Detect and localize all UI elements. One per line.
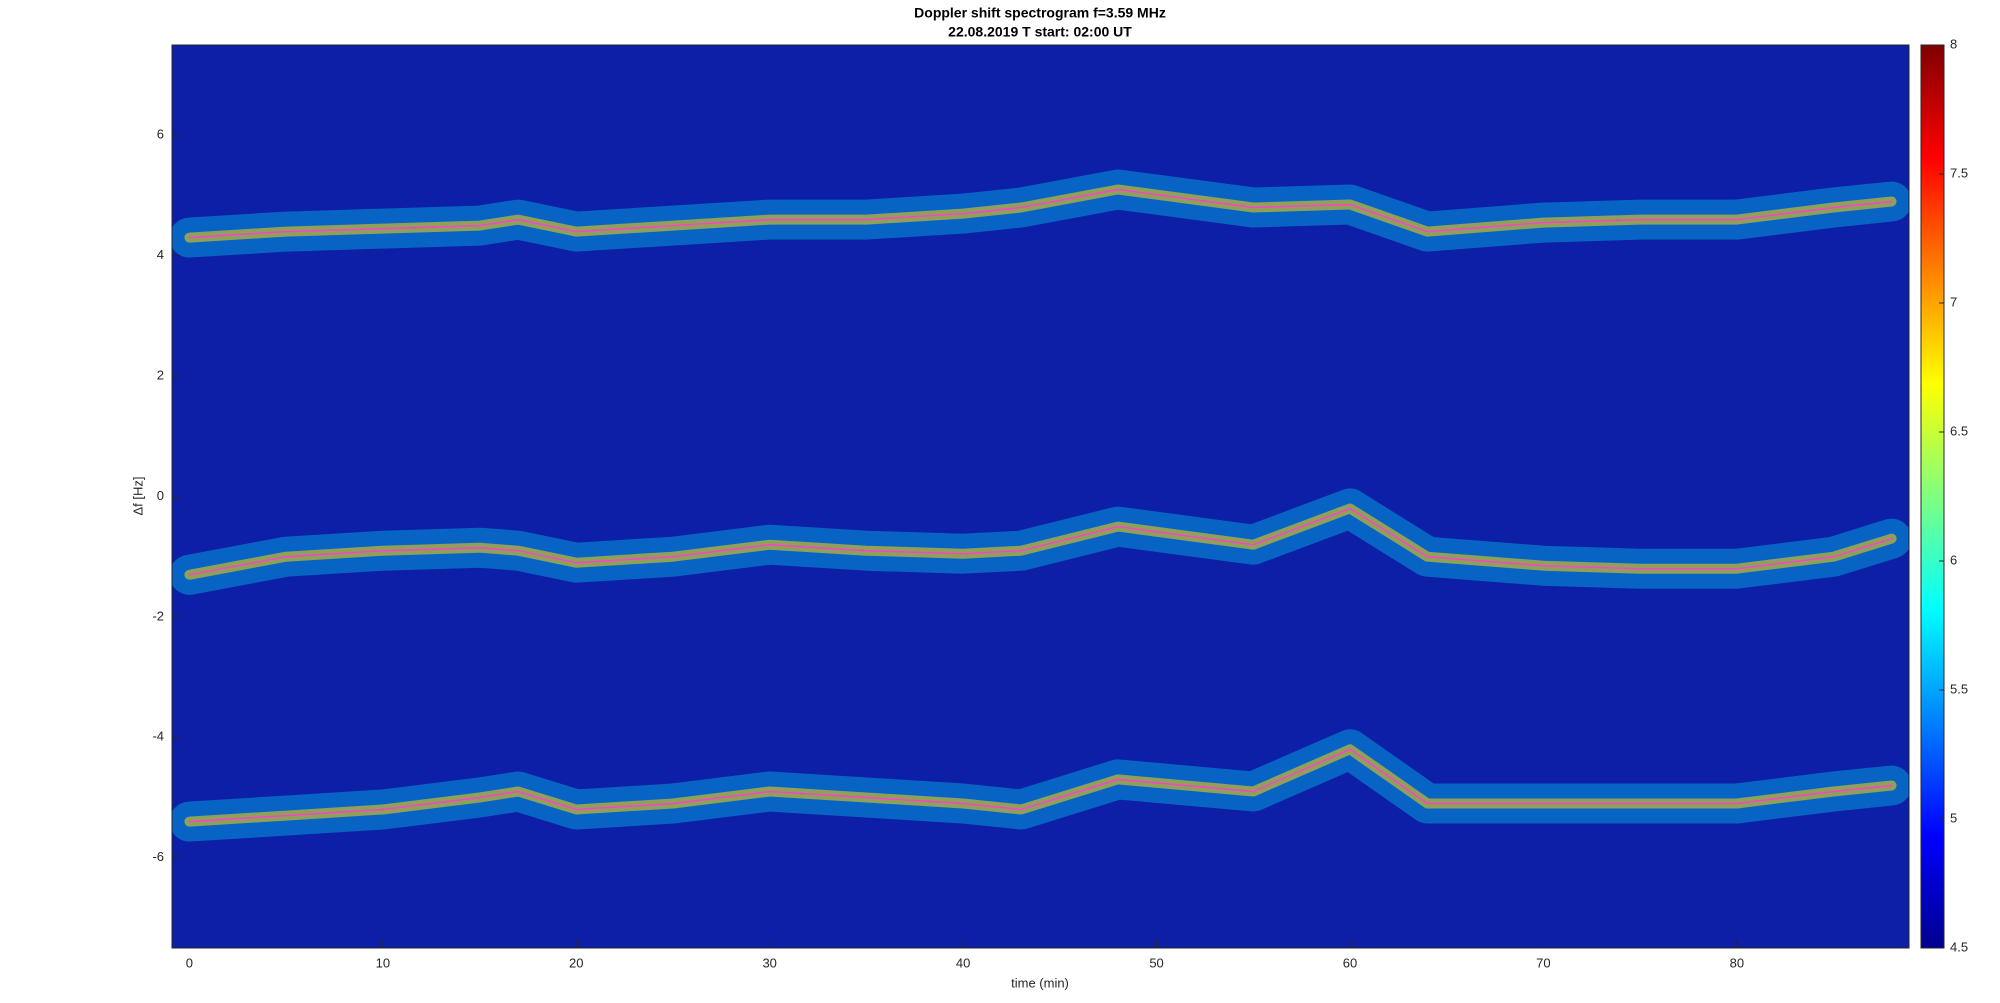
colorbar-tick-label: 6.5 (1950, 423, 1968, 438)
colorbar-tick-label: 8 (1950, 36, 1957, 51)
chart-subtitle: 22.08.2019 T start: 02:00 UT (948, 24, 1132, 40)
x-tick-label: 80 (1730, 955, 1744, 970)
chart-title: Doppler shift spectrogram f=3.59 MHz (914, 5, 1166, 21)
colorbar-tick-label: 7.5 (1950, 165, 1968, 180)
x-tick-label: 70 (1536, 955, 1550, 970)
x-tick-label: 20 (569, 955, 583, 970)
x-tick-label: 50 (1149, 955, 1163, 970)
y-tick-label: 0 (157, 488, 164, 503)
x-tick-label: 40 (956, 955, 970, 970)
x-tick-label: 60 (1343, 955, 1357, 970)
x-tick-label: 10 (376, 955, 390, 970)
y-tick-label: -6 (152, 849, 164, 864)
trace-line (188, 507, 1893, 576)
x-tick-label: 30 (762, 955, 776, 970)
trace-line (188, 748, 1893, 823)
y-tick-label: 2 (157, 368, 164, 383)
y-tick-label: -4 (152, 729, 164, 744)
x-axis-label: time (min) (1011, 975, 1069, 990)
y-axis-label: Δf [Hz] (130, 476, 145, 515)
colorbar-tick-label: 4.5 (1950, 939, 1968, 954)
y-tick-label: 4 (157, 247, 164, 262)
y-tick-label: -2 (152, 608, 164, 623)
colorbar-tick-label: 5.5 (1950, 681, 1968, 696)
trace-line (188, 188, 1893, 239)
traces (172, 169, 1909, 842)
x-tick-label: 0 (186, 955, 193, 970)
colorbar-tick-label: 6 (1950, 552, 1957, 567)
colorbar (1920, 44, 1945, 949)
colorbar-tick-label: 7 (1950, 294, 1957, 309)
colorbar-tick-label: 5 (1950, 810, 1957, 825)
y-tick-label: 6 (157, 127, 164, 142)
